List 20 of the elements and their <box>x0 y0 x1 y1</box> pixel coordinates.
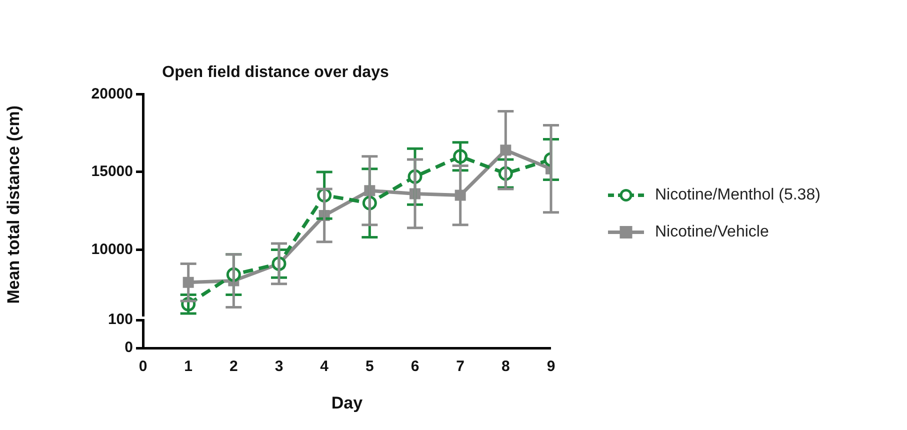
y-tick-label: 100 <box>108 311 133 328</box>
x-tick-label: 5 <box>365 358 374 376</box>
x-tick-label: 3 <box>274 358 284 376</box>
x-tick-label: 4 <box>320 358 330 376</box>
x-tick-label: 7 <box>456 358 465 376</box>
legend-label: Nicotine/Vehicle <box>655 224 769 241</box>
y-tick-label: 20000 <box>91 85 133 102</box>
y-tick-label: 0 <box>124 339 133 356</box>
x-tick-label: 1 <box>184 358 193 376</box>
y-axis-title: Mean total distance (cm) <box>4 105 23 304</box>
x-tick-label: 2 <box>229 358 238 376</box>
y-tick-label: 15000 <box>91 163 133 180</box>
x-tick-label: 0 <box>138 358 148 376</box>
x-tick-label: 6 <box>410 358 420 376</box>
chart-title: Open field distance over days <box>162 64 389 82</box>
legend-label: Nicotine/Menthol (5.38) <box>655 186 820 204</box>
x-tick-label: 8 <box>501 358 510 376</box>
x-tick-label: 9 <box>546 358 556 376</box>
y-tick-label: 10000 <box>91 240 133 258</box>
x-axis-title: Day <box>331 393 364 412</box>
